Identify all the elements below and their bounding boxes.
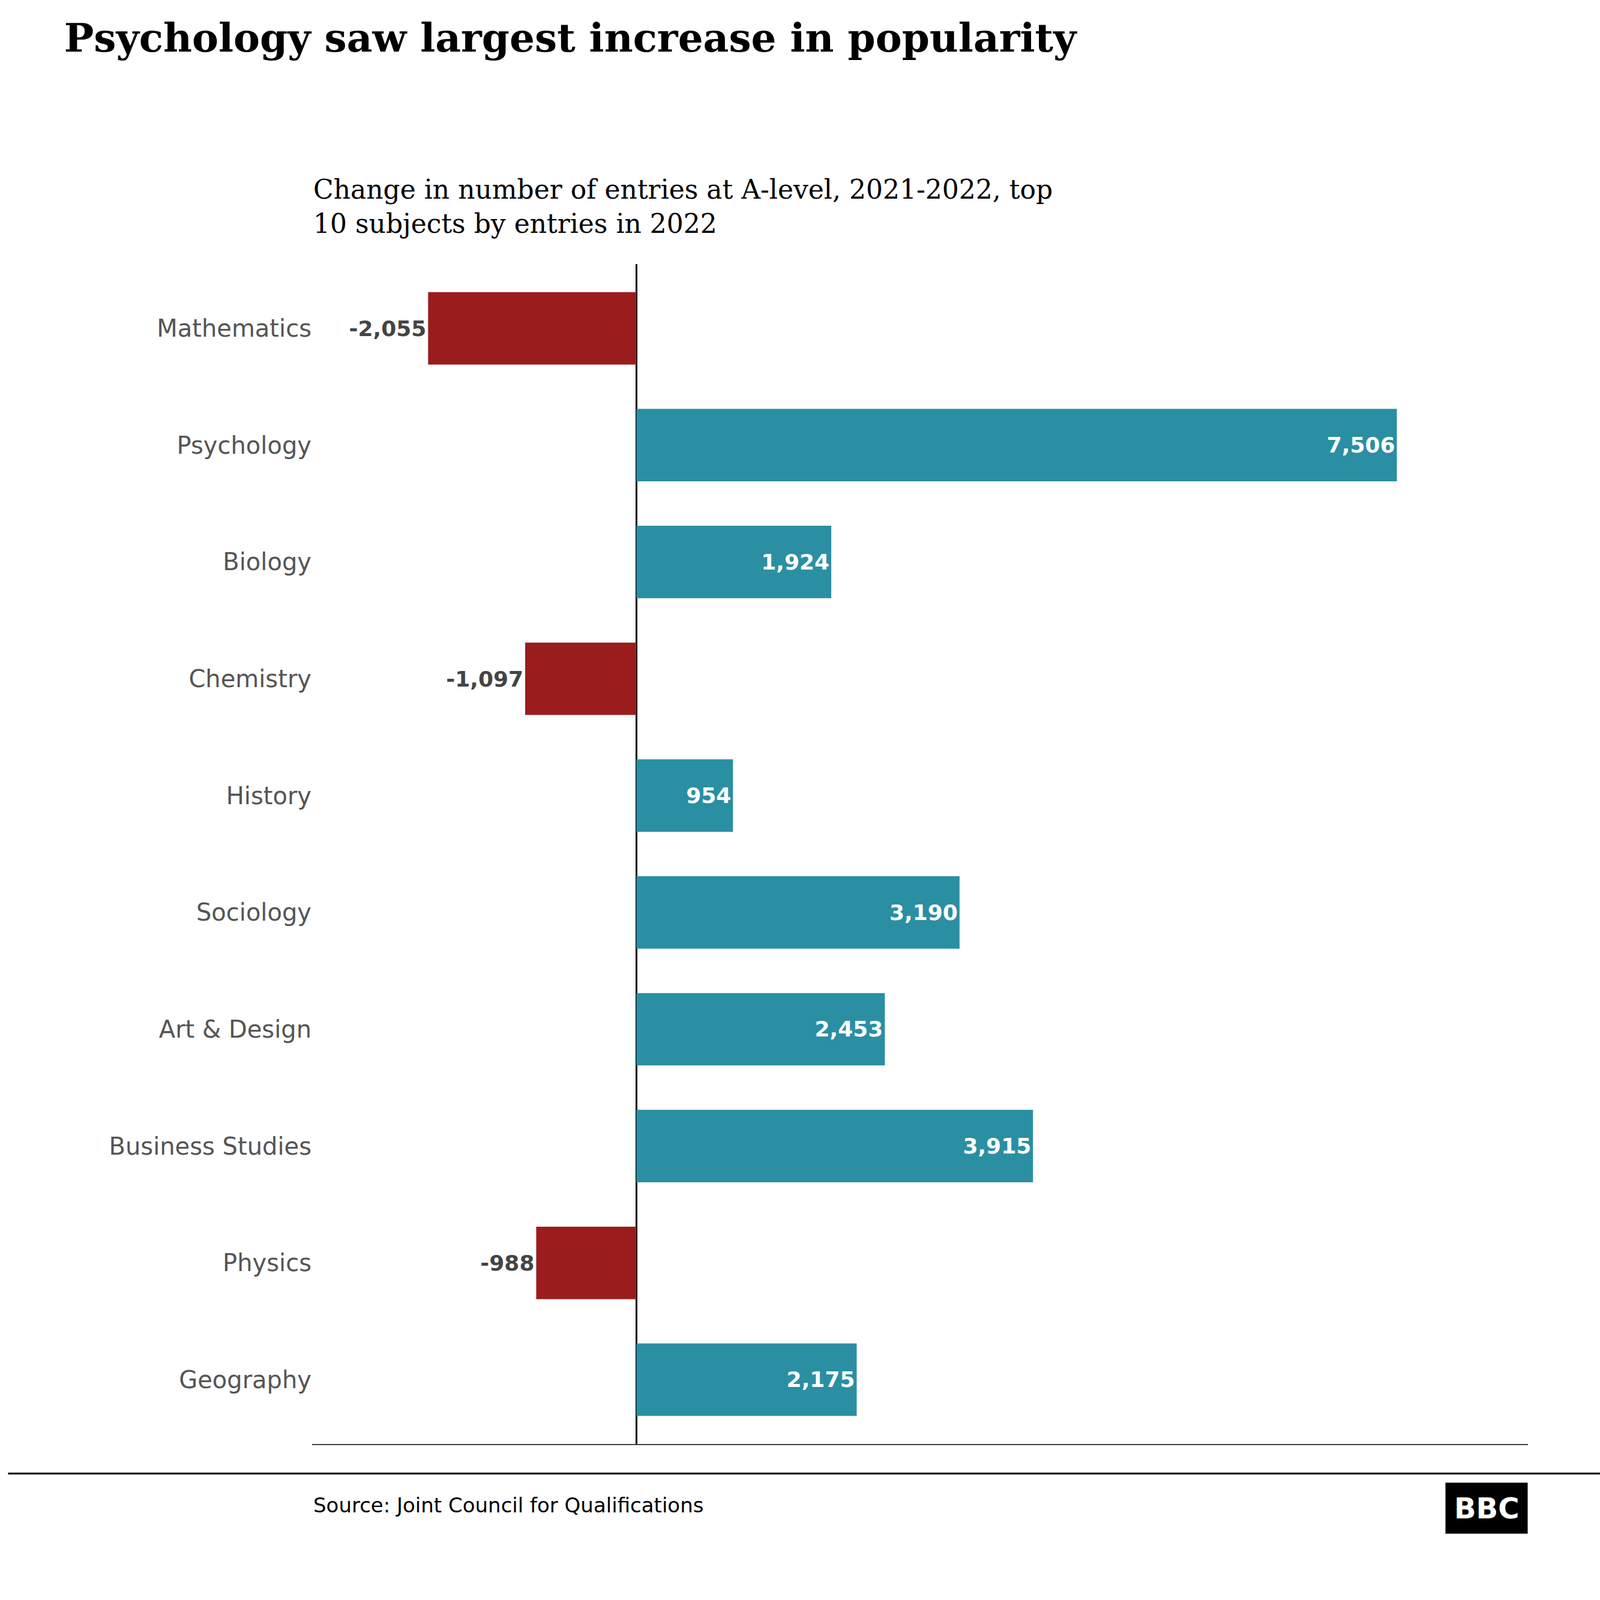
svg-text:Mathematics: Mathematics [156,314,312,343]
svg-text:Psychology: Psychology [177,431,312,460]
svg-text:3,190: 3,190 [889,900,958,925]
svg-text:Physics: Physics [222,1248,312,1277]
svg-text:History: History [226,781,312,810]
svg-text:BBC: BBC [1454,1491,1519,1525]
svg-text:Change in number of entries at: Change in number of entries at A-level, … [313,174,1053,239]
svg-text:7,506: 7,506 [1326,432,1396,458]
svg-text:2,175: 2,175 [786,1367,856,1392]
svg-text:Psychology saw largest increas: Psychology saw largest increase in popul… [64,14,1078,62]
svg-text:Biology: Biology [222,547,312,576]
svg-text:-988: -988 [480,1250,535,1276]
svg-text:1,924: 1,924 [760,549,830,575]
svg-text:Art & Design: Art & Design [159,1015,312,1044]
svg-text:Chemistry: Chemistry [188,664,312,693]
svg-text:Geography: Geography [178,1365,312,1394]
svg-text:2,453: 2,453 [815,1016,884,1042]
svg-text:Business Studies: Business Studies [109,1132,312,1161]
svg-text:954: 954 [685,783,731,808]
svg-text:Source: Joint Council for Qual: Source: Joint Council for Qualifications [313,1493,704,1518]
svg-text:Sociology: Sociology [196,898,312,927]
svg-text:-2,055: -2,055 [348,316,427,341]
svg-text:3,915: 3,915 [962,1133,1032,1159]
svg-text:-1,097: -1,097 [445,666,524,692]
